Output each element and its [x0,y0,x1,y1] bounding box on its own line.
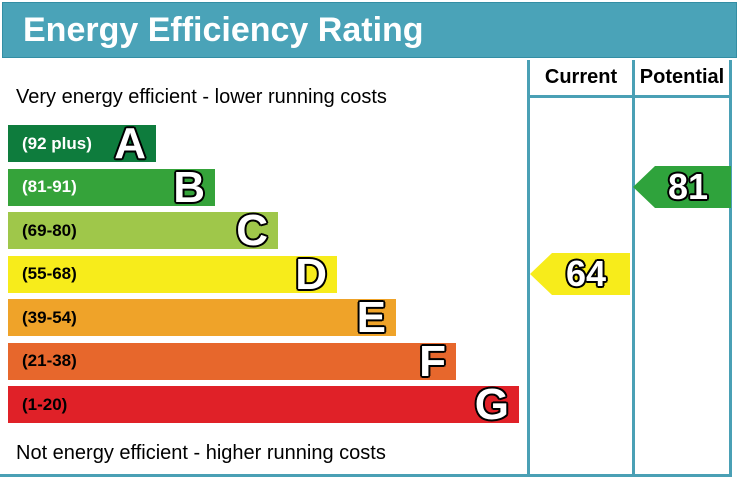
band-g-letter: G [474,380,509,429]
band-f-letter: F [419,336,446,386]
band-g-range-label: (1-20) [22,394,68,414]
band-b-letter: B [173,162,205,212]
band-d-range-label: (55-68) [22,264,77,283]
band-b-range-label: (81-91) [22,177,77,196]
top-note: Very energy efficient - lower running co… [16,86,387,108]
page-title: Energy Efficiency Rating [23,10,424,49]
band-d-bar: (55-68) D [8,249,337,299]
band-e-letter: E [356,293,386,342]
title-bar: Energy Efficiency Rating [2,2,737,58]
column-header-current: Current [530,60,632,98]
potential-rating-value: 81 [667,166,709,207]
band-e-range-label: (39-54) [22,307,77,327]
band-g-bar: (1-20) G [8,380,519,429]
potential-column: Potential [632,60,729,474]
band-f-range-label: (21-38) [22,351,77,370]
band-e-bar: (39-54) E [8,293,396,342]
current-rating-arrow: 64 [530,253,630,295]
band-c-range-label: (69-80) [22,220,77,240]
band-d-letter: D [295,249,327,299]
band-a-range-label: (92 plus) [22,133,92,153]
band-f-bar: (21-38) F [8,336,456,386]
band-c-bar: (69-80) C [8,206,278,255]
band-b-bar: (81-91) B [8,162,215,212]
bottom-note: Not energy efficient - higher running co… [16,442,386,464]
bottom-frame-line [0,474,732,477]
band-c-letter: C [236,206,268,255]
current-rating-value: 64 [565,253,607,294]
ratings-table: Current Potential [527,60,732,474]
band-a-bar: (92 plus) A [8,119,156,168]
current-column: Current [527,60,632,474]
column-header-potential: Potential [635,60,729,98]
potential-rating-arrow: 81 [633,166,731,208]
band-a-letter: A [114,119,146,168]
